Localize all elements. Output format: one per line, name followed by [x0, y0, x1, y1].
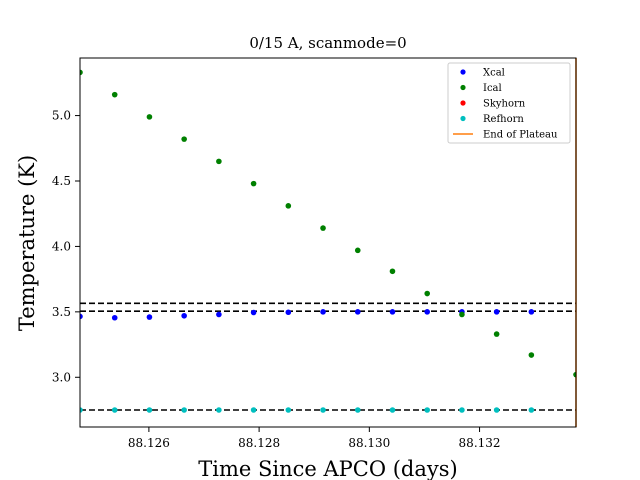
xcal-point-13 [528, 309, 535, 315]
refhorn-point-0 [80, 407, 83, 413]
ical-point-0 [80, 69, 83, 76]
xcal-point-6 [285, 309, 292, 316]
xcal-point-7 [320, 309, 326, 315]
xcal-point-12 [493, 309, 500, 315]
legend-label-refhorn: Refhorn [483, 114, 524, 125]
y-tick-label-4: 5.0 [52, 109, 71, 123]
legend-swatch-refhorn [460, 115, 466, 122]
ical-point-6 [285, 203, 292, 209]
refhorn-point-2 [146, 407, 153, 413]
ical-point-5 [250, 180, 257, 187]
y-axis-label: Temperature (K) [15, 155, 39, 331]
ical-point-1 [111, 91, 118, 98]
ical-point-3 [181, 136, 187, 142]
ical-point-7 [320, 225, 326, 231]
legend: Xcal Ical Skyhorn Refhorn End of Plateau [447, 62, 571, 144]
ical-point-8 [354, 247, 361, 254]
y-tick-label-2: 4.0 [52, 239, 71, 253]
x-tick-label-2: 88.130 [348, 436, 390, 450]
refhorn-point-8 [354, 407, 361, 413]
legend-swatch-ical [460, 84, 466, 91]
ical-point-12 [493, 331, 500, 337]
refhorn-point-13 [528, 407, 535, 413]
legend-label-ical: Ical [483, 83, 502, 94]
x-tick-label-1: 88.128 [238, 436, 280, 450]
refhorn-point-3 [181, 407, 187, 413]
x-tick-label-0: 88.126 [128, 436, 170, 450]
x-tick-label-3: 88.132 [459, 436, 501, 450]
legend-box [447, 62, 571, 144]
xcal-point-10 [424, 309, 431, 315]
plot-frame [79, 57, 577, 428]
refhorn-point-7 [320, 407, 326, 413]
legend-label-end-of-plateau: End of Plateau [483, 130, 558, 141]
y-tick-label-3: 4.5 [52, 174, 71, 188]
refhorn-point-10 [424, 407, 431, 413]
refhorn-point-4 [216, 407, 222, 413]
legend-label-skyhorn: Skyhorn [483, 99, 526, 110]
y-tick-label-1: 3.5 [52, 305, 71, 319]
refhorn-point-11 [459, 407, 465, 413]
ical-point-4 [216, 158, 222, 165]
xcal-point-4 [216, 311, 222, 318]
plot-area: 88.126 88.128 88.130 88.132 3.0 3.5 4.0 4.5 5.0 [52, 57, 577, 450]
refhorn-point-5 [250, 407, 257, 413]
legend-swatch-skyhorn [460, 100, 466, 106]
ical-point-10 [424, 290, 431, 297]
xcal-point-1 [111, 314, 118, 321]
ical-point-14 [573, 371, 576, 378]
x-axis-label: Time Since APCO (days) [198, 457, 457, 480]
refhorn-point-12 [493, 407, 500, 413]
xcal-point-2 [146, 314, 153, 320]
y-tick-label-0: 3.0 [52, 370, 71, 384]
xcal-point-0 [80, 313, 83, 320]
ical-point-9 [389, 268, 396, 275]
legend-label-xcal: Xcal [483, 68, 505, 79]
ical-point-13 [528, 352, 535, 358]
refhorn-point-6 [285, 407, 292, 413]
xcal-point-8 [354, 309, 361, 315]
ical-point-11 [459, 311, 465, 318]
chart-title: 0/15 A, scanmode=0 [249, 34, 406, 52]
xcal-point-9 [389, 309, 396, 315]
refhorn-point-1 [111, 407, 118, 413]
legend-swatch-xcal [460, 69, 466, 75]
data-points [80, 69, 576, 413]
ical-point-2 [146, 114, 153, 120]
xcal-point-3 [181, 312, 187, 319]
refhorn-point-9 [389, 407, 396, 413]
xcal-point-5 [250, 309, 257, 316]
